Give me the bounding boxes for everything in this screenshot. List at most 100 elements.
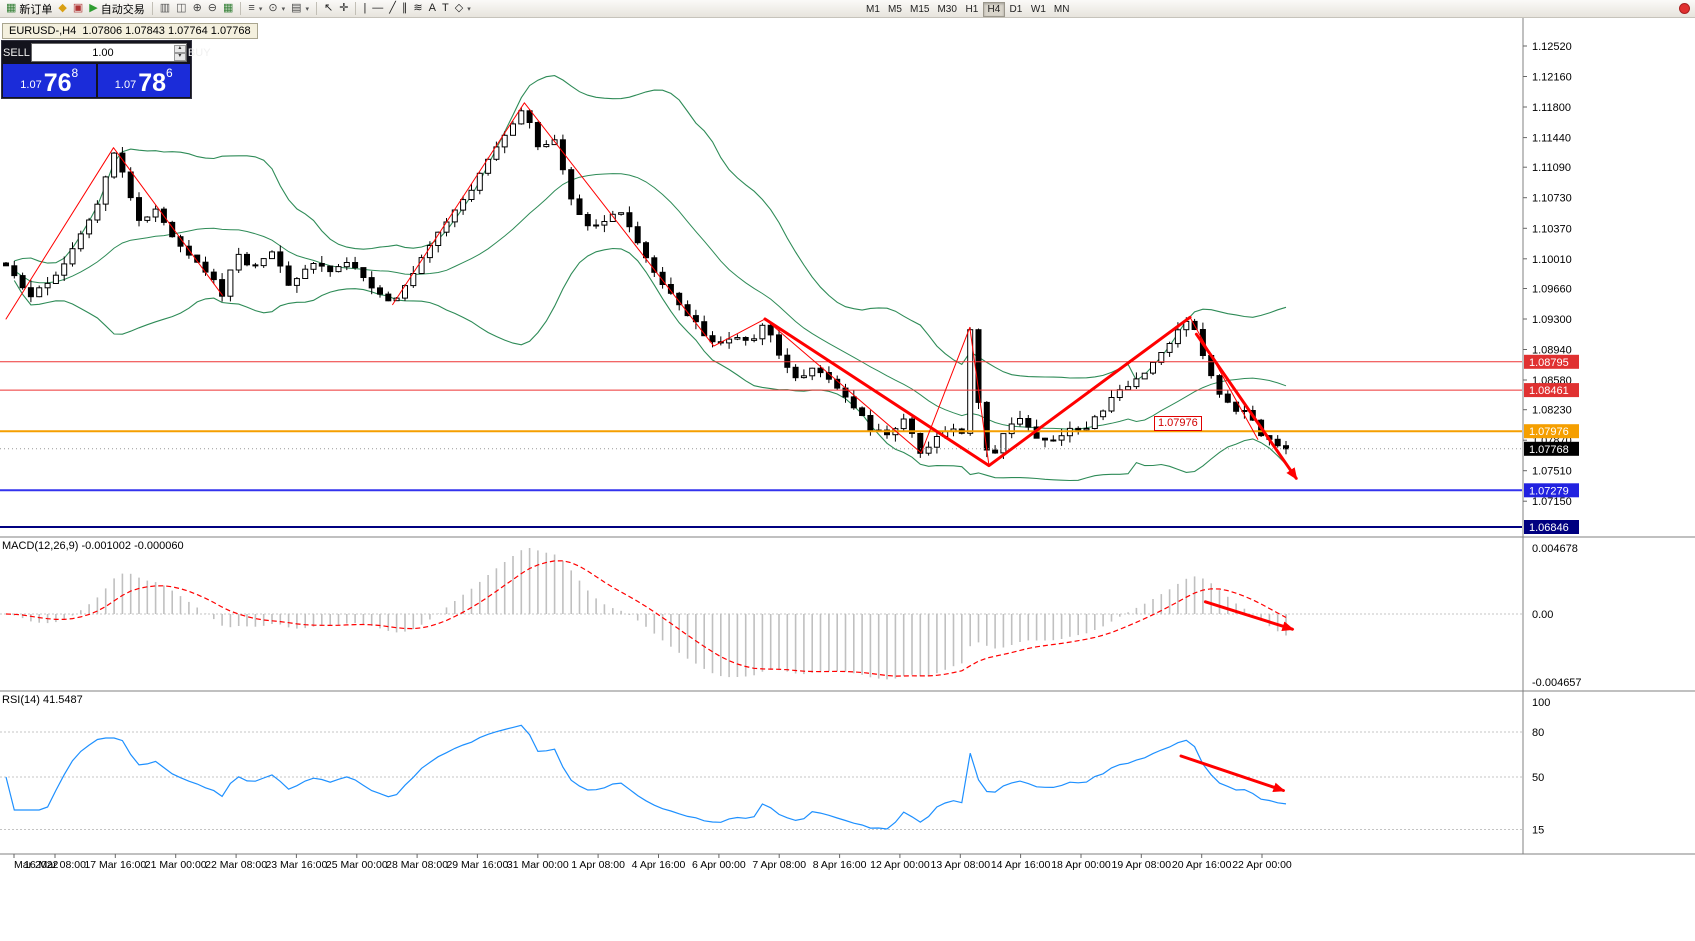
bollinger-bands (13, 75, 1287, 482)
volume-down-button[interactable]: ▾ (173, 52, 186, 61)
templates-button[interactable]: ▤ ▾ (288, 1, 312, 17)
svg-text:1.07510: 1.07510 (1532, 466, 1572, 478)
profiles-icon: ▣ (72, 2, 84, 14)
autotrading-button[interactable]: ▶ 自动交易 (86, 1, 147, 17)
buy-price-pip: 6 (166, 66, 173, 80)
svg-text:8 Apr 16:00: 8 Apr 16:00 (813, 859, 867, 871)
svg-text:1.08230: 1.08230 (1532, 405, 1572, 417)
main-toolbar: ▦ 新订单 ◆ ▣ ▶ 自动交易 ▥ ◫ ⊕ ⊖ ▦ ≡ ▾ ⊙ ▾ ▤ ▾ ↖ ✛ | — ╱ ∥ ≋ A T ◇ ▾ M1 M5 M1… (0, 0, 1695, 18)
svg-text:22 Apr 00:00: 22 Apr 00:00 (1232, 859, 1292, 871)
market-icon: ◆ (58, 2, 67, 14)
chevron-down-icon: ▾ (258, 5, 263, 13)
toolbar-icon-groups: ▦ 新订单 ◆ ▣ ▶ 自动交易 ▥ ◫ ⊕ ⊖ ▦ ≡ ▾ ⊙ ▾ ▤ ▾ ↖ ✛ | — ╱ ∥ ≋ A T ◇ ▾ (3, 0, 474, 17)
svg-text:7 Apr 08:00: 7 Apr 08:00 (752, 859, 806, 871)
crosshair-icon: ✛ (339, 2, 349, 14)
zoom-out-button[interactable]: ⊖ (205, 1, 220, 17)
svg-text:1 Apr 08:00: 1 Apr 08:00 (571, 859, 625, 871)
channel-button[interactable]: ∥ (399, 1, 411, 17)
text-icon: A (428, 2, 436, 14)
chart-bars-button[interactable]: ▥ (157, 1, 173, 17)
hline-button[interactable]: — (369, 1, 386, 17)
price-axis[interactable]: 1.12520 1.12160 1.11800 1.11440 1.11090 1.107… (1523, 41, 1579, 534)
volume-spinner: ▴ ▾ (173, 44, 186, 61)
timeframe-m5-button[interactable]: M5 (884, 2, 906, 17)
svg-text:-0.004657: -0.004657 (1532, 677, 1582, 689)
rsi-axis[interactable]: 100 80 50 15 (1532, 697, 1550, 837)
timeframe-m30-button[interactable]: M30 (933, 2, 960, 17)
toolbar-separator (355, 2, 357, 15)
chart-bars-icon: ▥ (159, 2, 171, 14)
trend-annotations[interactable] (5, 102, 1298, 793)
sell-button[interactable]: SELL (3, 42, 30, 63)
sell-price-pip: 8 (71, 66, 79, 80)
periods-button[interactable]: ⊙ ▾ (265, 1, 288, 17)
alert-icon[interactable] (1679, 3, 1690, 14)
svg-text:80: 80 (1532, 727, 1544, 739)
svg-text:1.11440: 1.11440 (1532, 133, 1571, 145)
timeframe-buttons: M1 M5 M15 M30 H1 H4 D1 W1 MN (862, 1, 1073, 17)
svg-text:1.12520: 1.12520 (1532, 41, 1572, 53)
timeframe-m1-button[interactable]: M1 (862, 2, 884, 17)
profiles-button[interactable]: ▣ (70, 1, 86, 17)
panel-separators[interactable] (0, 18, 1695, 855)
zoom-in-button[interactable]: ⊕ (190, 1, 205, 17)
shapes-icon: ◇ (454, 2, 464, 14)
text-button[interactable]: A (426, 1, 439, 17)
toolbar-separator (151, 2, 153, 15)
buy-price-prefix: 1.07 (114, 79, 137, 91)
chevron-down-icon: ▾ (467, 5, 471, 13)
horizontal-lines[interactable] (0, 361, 1523, 528)
volume-up-button[interactable]: ▴ (173, 44, 186, 53)
label-icon: T (441, 2, 449, 14)
timeframe-m15-button[interactable]: M15 (906, 2, 933, 17)
svg-text:1.07150: 1.07150 (1532, 496, 1572, 508)
label-button[interactable]: T (439, 1, 452, 17)
sell-price-big: 76 (43, 69, 72, 97)
tile-windows-button[interactable]: ▦ (220, 1, 236, 17)
fibo-button[interactable]: ≋ (410, 1, 425, 17)
buy-price-button[interactable]: 1.07 78 6 (97, 64, 190, 97)
svg-text:22 Mar 08:00: 22 Mar 08:00 (205, 859, 267, 871)
timeframe-h1-button[interactable]: H1 (961, 2, 983, 17)
buy-button[interactable]: BUY (188, 42, 211, 63)
timeframe-mn-button[interactable]: MN (1050, 2, 1074, 17)
svg-text:18 Apr 00:00: 18 Apr 00:00 (1051, 859, 1111, 871)
trendline-button[interactable]: ╱ (386, 1, 399, 17)
svg-text:29 Mar 16:00: 29 Mar 16:00 (446, 859, 508, 871)
sell-price-button[interactable]: 1.07 76 8 (3, 64, 96, 97)
timeframe-w1-button[interactable]: W1 (1027, 2, 1050, 17)
timeframe-d1-button[interactable]: D1 (1005, 2, 1027, 17)
cursor-button[interactable]: ↖ (321, 1, 336, 17)
shapes-button[interactable]: ◇ ▾ (452, 1, 474, 17)
hline-icon: — (372, 2, 384, 14)
market-button[interactable]: ◆ (55, 1, 69, 17)
svg-text:1.09300: 1.09300 (1532, 314, 1572, 326)
indicator-list-button[interactable]: ≡ ▾ (245, 1, 265, 17)
rsi-label: RSI(14) 41.5487 (2, 694, 83, 706)
svg-text:17 Mar 16:00: 17 Mar 16:00 (84, 859, 146, 871)
toolbar-separator (316, 2, 317, 15)
zoom-out-icon: ⊖ (207, 2, 217, 14)
svg-text:1.11800: 1.11800 (1532, 102, 1571, 114)
buy-price-big: 78 (138, 69, 167, 97)
svg-text:25 Mar 00:00: 25 Mar 00:00 (326, 859, 388, 871)
svg-text:16 Mar 08:00: 16 Mar 08:00 (24, 859, 86, 871)
tile-windows-icon: ▦ (223, 2, 234, 14)
crosshair-button[interactable]: ✛ (336, 1, 351, 17)
volume-control: ▴ ▾ (30, 43, 187, 62)
volume-input[interactable] (31, 44, 174, 61)
toolbar-separator (240, 2, 242, 15)
new-order-button[interactable]: ▦ 新订单 (3, 1, 55, 17)
svg-text:1.07768: 1.07768 (1529, 444, 1569, 456)
trade-panel-prices: 1.07 76 8 1.07 78 6 (3, 64, 190, 97)
macd-signal-line (5, 560, 1287, 677)
svg-text:1.09660: 1.09660 (1532, 284, 1572, 296)
price-tag-label[interactable]: 1.07976 (1154, 416, 1202, 431)
vline-button[interactable]: | (360, 1, 369, 17)
svg-text:1.11090: 1.11090 (1532, 162, 1571, 174)
macd-axis[interactable]: 0.004678 0.00 -0.004657 (1532, 543, 1582, 689)
chart-candles-button[interactable]: ◫ (173, 1, 189, 17)
timeframe-h4-button[interactable]: H4 (982, 1, 1005, 17)
